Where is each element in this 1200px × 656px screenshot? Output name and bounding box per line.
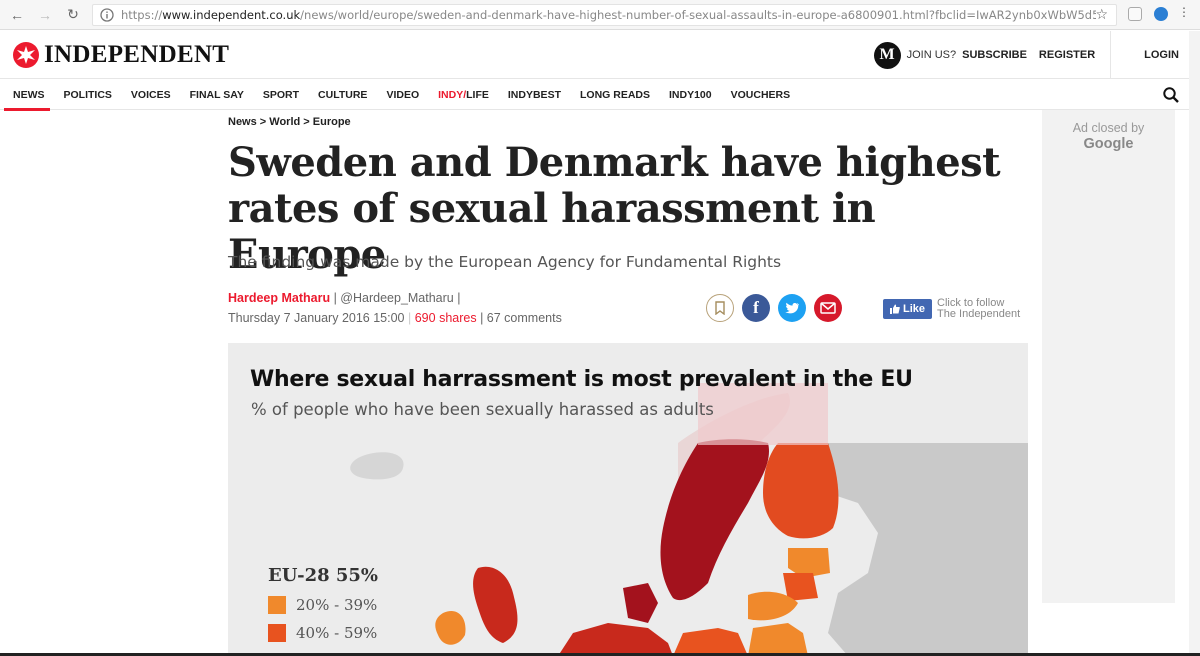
nav-item-culture[interactable]: CULTURE	[318, 88, 368, 101]
reload-icon[interactable]: ↻	[67, 6, 79, 22]
url-text: https://www.independent.co.uk/news/world…	[121, 8, 1096, 22]
nav-item-indy100[interactable]: INDY100	[669, 88, 712, 101]
lithuania	[748, 591, 798, 621]
shares-count: 690 shares	[414, 311, 477, 325]
search-icon[interactable]	[1162, 86, 1180, 104]
section-nav: NEWS POLITICS VOICES FINAL SAY SPORT CUL…	[0, 80, 1200, 111]
extension-icon[interactable]	[1154, 7, 1168, 21]
comments-link[interactable]: | 67 comments	[476, 311, 562, 325]
legend-row: 20% - 39%	[268, 596, 378, 614]
nav-item-final-say[interactable]: FINAL SAY	[189, 88, 244, 101]
click-to-follow-text: Click to follow The Independent	[937, 297, 1021, 320]
nav-item-long-reads[interactable]: LONG READS	[579, 88, 650, 101]
login-button[interactable]: LOGIN	[1110, 31, 1200, 79]
bottom-edge	[0, 653, 1200, 656]
share-buttons: f	[706, 294, 842, 322]
eagle-logo-icon	[13, 42, 39, 68]
legend-swatch	[268, 596, 286, 614]
nav-item-vouchers[interactable]: VOUCHERS	[730, 88, 791, 101]
page-scrollbar[interactable]	[1189, 31, 1200, 656]
header-actions: M JOIN US? SUBSCRIBE REGISTER LOGIN	[873, 31, 1200, 79]
menu-icon[interactable]: ⋮	[1178, 5, 1190, 19]
info-icon[interactable]	[99, 7, 115, 23]
sweden	[660, 439, 769, 601]
bookmark-icon[interactable]	[706, 294, 734, 322]
logo-text: INDEPENDENT	[44, 41, 230, 68]
ireland	[435, 610, 466, 645]
ad-slot: Ad closed by Google	[1042, 110, 1175, 603]
forward-icon[interactable]: →	[38, 6, 52, 23]
estonia	[788, 548, 830, 578]
facebook-follow: Like Click to follow The Independent	[883, 298, 1020, 320]
map-graphic: Where sexual harrassment is most prevale…	[228, 343, 1028, 656]
latvia	[783, 573, 818, 601]
graphic-title: Where sexual harrassment is most prevale…	[250, 367, 913, 392]
address-bar[interactable]: https://www.independent.co.uk/news/world…	[92, 4, 1117, 26]
subscribe-link[interactable]: SUBSCRIBE	[962, 49, 1027, 61]
publish-date: Thursday 7 January 2016 15:00	[228, 311, 405, 325]
back-icon[interactable]: ←	[10, 6, 24, 23]
legend-row: 40% - 59%	[268, 624, 378, 642]
germany-region	[558, 623, 673, 656]
author-link[interactable]: Hardeep Matharu	[228, 291, 331, 305]
map-overlay	[698, 383, 828, 445]
ad-closed-text: Ad closed by	[1072, 121, 1145, 135]
finland	[763, 443, 839, 539]
facebook-share-icon[interactable]: f	[742, 294, 770, 322]
author-handle[interactable]: | @Hardeep_Matharu |	[330, 291, 461, 305]
google-label: Google	[1083, 136, 1134, 152]
bookmark-star-icon[interactable]: ☆	[1095, 7, 1108, 23]
europe-map	[228, 343, 1028, 656]
uk	[473, 566, 518, 643]
denmark	[623, 583, 658, 623]
browser-toolbar: ← → ↻ https://www.independent.co.uk/news…	[0, 0, 1200, 30]
twitter-share-icon[interactable]	[778, 294, 806, 322]
site-logo[interactable]: INDEPENDENT	[12, 41, 229, 69]
nav-item-video[interactable]: VIDEO	[386, 88, 420, 101]
iceland	[350, 452, 404, 480]
nav-item-voices[interactable]: VOICES	[130, 88, 171, 101]
headline: Sweden and Denmark have highest rates of…	[228, 139, 1001, 278]
nav-item-news[interactable]: NEWS	[0, 80, 54, 111]
register-link[interactable]: REGISTER	[1038, 49, 1096, 61]
nav-item-indy-life[interactable]: INDY/LIFE	[438, 88, 489, 101]
facebook-like-button[interactable]: Like	[883, 299, 933, 319]
map-legend: EU-28 55% 20% - 39% 40% - 59%	[268, 565, 378, 642]
join-us-link[interactable]: JOIN US?	[906, 49, 957, 61]
site-header: INDEPENDENT M JOIN US? SUBSCRIBE REGISTE…	[0, 31, 1200, 79]
thumbs-up-icon	[890, 304, 900, 314]
belarus-region	[748, 623, 808, 656]
legend-swatch	[268, 624, 286, 642]
nav-item-sport[interactable]: SPORT	[262, 88, 300, 101]
poland-region	[673, 628, 748, 656]
eu-average-label: EU-28 55%	[268, 565, 379, 586]
email-share-icon[interactable]	[814, 294, 842, 322]
membership-badge-icon[interactable]: M	[873, 41, 901, 69]
nav-item-indybest[interactable]: INDYBEST	[507, 88, 561, 101]
nav-item-politics[interactable]: POLITICS	[63, 88, 112, 101]
standfirst: The finding was made by the European Age…	[228, 253, 782, 271]
breadcrumb[interactable]: News > World > Europe	[228, 116, 351, 128]
byline: Hardeep Matharu | @Hardeep_Matharu | Thu…	[228, 291, 562, 325]
extension-icon[interactable]	[1128, 7, 1142, 21]
graphic-subtitle: % of people who have been sexually haras…	[251, 400, 714, 419]
non-eu-land	[788, 443, 1028, 656]
